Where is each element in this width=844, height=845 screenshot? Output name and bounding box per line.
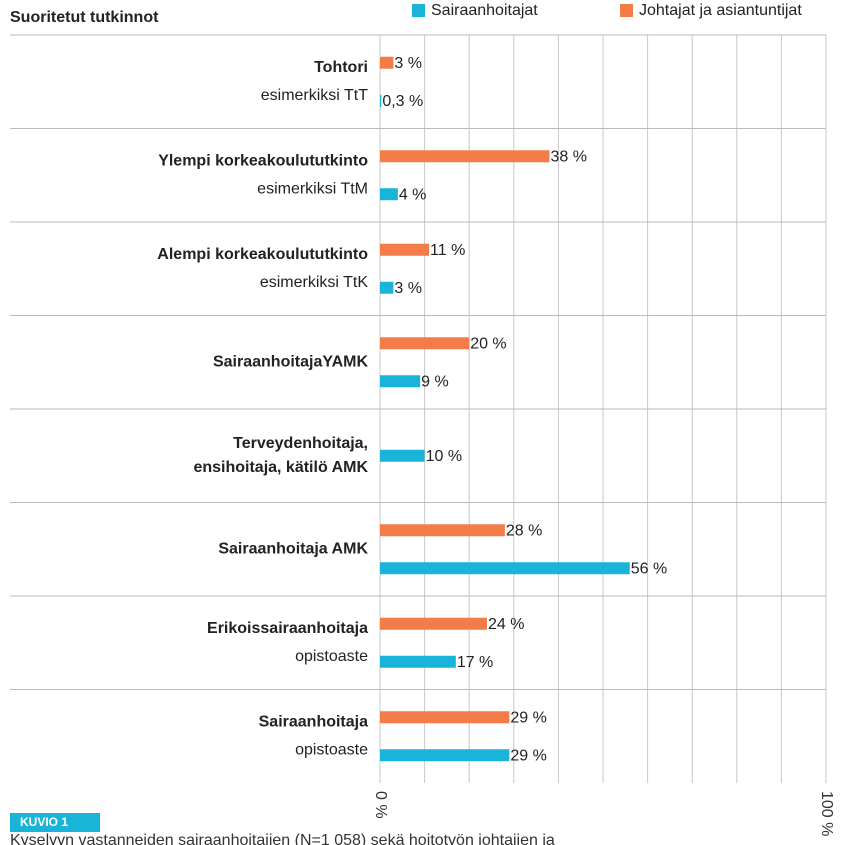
bar (380, 188, 398, 201)
value-label: 11 % (430, 242, 465, 259)
bar (380, 375, 421, 388)
bar (380, 449, 425, 462)
value-label: 0,3 % (382, 93, 423, 110)
category-note: opistoaste (295, 741, 368, 758)
legend-label: Sairaanhoitajat (431, 2, 538, 19)
bar (380, 56, 394, 69)
bar (380, 337, 470, 350)
category-note: esimerkiksi TtT (261, 87, 368, 104)
bar (380, 655, 456, 668)
value-label: 56 % (631, 560, 667, 577)
category-label: Erikoissairaanhoitaja (207, 620, 368, 637)
value-label: 24 % (488, 616, 524, 633)
bar (380, 749, 510, 762)
value-label: 29 % (510, 709, 546, 726)
category-label: Alempi korkeakoulututkinto (157, 246, 368, 263)
value-label: 29 % (510, 747, 546, 764)
value-label: 10 % (426, 448, 462, 465)
bar (380, 243, 430, 256)
legend-swatch (412, 4, 425, 17)
figure-badge (10, 813, 100, 832)
category-label: Sairaanhoitaja AMK (218, 540, 368, 557)
bar (380, 150, 550, 163)
bar (380, 617, 488, 630)
category-label: Terveydenhoitaja, ensihoitaja, kätilö AMK (193, 435, 368, 476)
value-label: 3 % (394, 55, 422, 72)
value-label: 38 % (550, 148, 586, 165)
value-label: 28 % (506, 522, 542, 539)
legend-swatch (620, 4, 633, 17)
bar (380, 524, 505, 537)
value-label: 20 % (470, 335, 506, 352)
value-label: 3 % (394, 280, 422, 297)
category-note: esimerkiksi TtK (260, 274, 368, 291)
value-label: 4 % (399, 186, 427, 203)
bar (380, 711, 510, 724)
chart-title: Suoritetut tutkinnot (10, 9, 159, 26)
figure-label: KUVIO 1 (20, 815, 68, 829)
category-label: Tohtori (314, 59, 368, 76)
category-label: SairaanhoitajaYAMK (213, 353, 368, 370)
category-label: Ylempi korkeakoulututkinto (158, 152, 368, 169)
caption: Kyselyyn vastanneiden sairaanhoitajien (… (10, 832, 555, 845)
bar (380, 94, 382, 107)
value-label: 17 % (457, 654, 493, 671)
category-label: Sairaanhoitaja (259, 713, 368, 730)
bar (380, 562, 630, 575)
bar (380, 281, 394, 294)
x-tick-label: 0 % (372, 791, 389, 819)
x-tick-label: 100 % (818, 791, 835, 836)
category-note: opistoaste (295, 648, 368, 665)
value-label: 9 % (421, 373, 449, 390)
category-note: esimerkiksi TtM (257, 180, 368, 197)
legend-label: Johtajat ja asiantuntijat (639, 2, 802, 19)
